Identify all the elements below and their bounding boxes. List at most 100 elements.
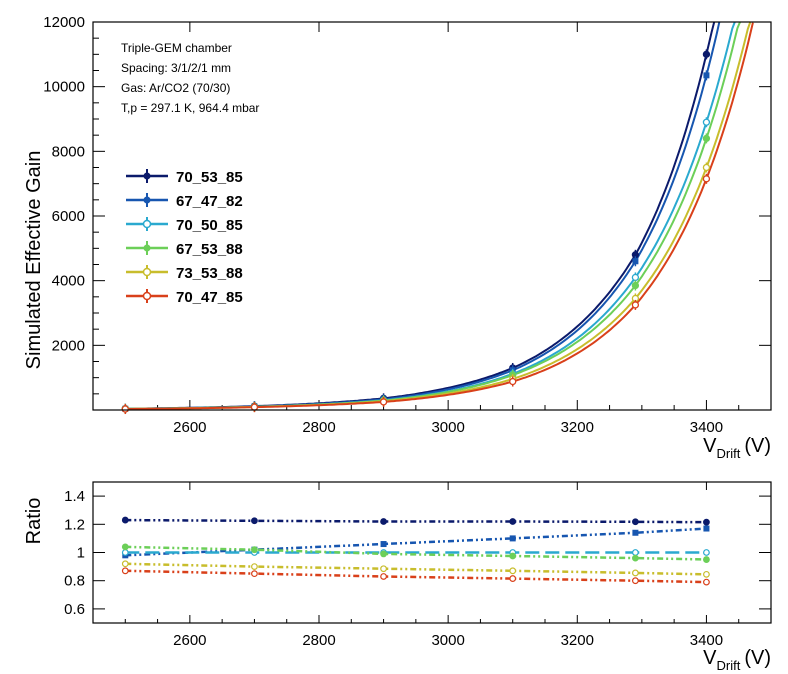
gain-ticks: 2600 2800 3000 3200 3400 2000 4000 6000 8000 1000… [43,14,772,436]
ratio-point-73_53_88 [251,563,258,570]
legend-label-73_53_88: 73_53_88 [176,265,243,282]
gain-point-70_50_85 [631,273,640,282]
gain-point-70_47_85 [509,377,517,386]
ratio-line-67_53_88 [125,545,707,561]
ratio-point-70_47_85 [121,567,129,575]
ratio-y-tick-label: 0.8 [64,573,85,590]
chamber-info: Triple-GEM chamber Spacing: 3/1/2/1 mm G… [121,41,259,115]
gain-x-tick-label: 3000 [431,419,464,436]
ratio-point-73_53_88 [509,567,517,575]
legend-label-67_47_82: 67_47_82 [176,193,243,210]
ratio-ticks: 2600 2800 3000 3200 3400 0.6 0.8 1 1.2 1.4 [64,482,772,649]
ratio-x-tick-label: 3200 [561,632,594,649]
gain-point-67_47_82 [632,258,639,265]
legend-marker-73_53_88 [142,267,152,277]
ratio-plot-frame [92,481,772,624]
ratio-point-70_53_85 [509,518,517,525]
ratio-point-67_53_88 [121,543,129,551]
ratio-point-70_50_85 [121,549,129,556]
ratio-point-70_53_85 [121,516,129,524]
gain-point-70_50_85 [702,118,711,126]
ratio-point-70_47_85 [380,573,387,580]
gain-x-tick-label: 2800 [302,419,335,436]
info-line-spacing: Spacing: 3/1/2/1 mm [121,61,231,75]
ratio-point-67_47_82 [380,541,387,548]
ratio-x-tick-label: 2800 [302,632,335,649]
legend-label-70_50_85: 70_50_85 [176,217,243,234]
legend-marker-70_50_85 [142,219,152,229]
ratio-y-tick-label: 0.6 [64,601,85,618]
gain-x-axis-label: VDrift (V) [703,435,771,461]
legend-label-70_47_85: 70_47_85 [176,289,243,306]
ratio-point-67_47_82 [632,529,639,536]
ratio-point-70_50_85 [632,549,639,556]
gain-x-tick-label: 2600 [173,419,206,436]
ratio-line-67_47_82 [125,527,707,557]
gain-y-tick-label: 2000 [52,337,85,354]
legend-marker-70_53_85 [143,172,151,180]
ratio-lines [121,516,710,586]
legend-marker-70_47_85 [142,291,152,301]
ratio-y-tick-label: 1.4 [64,488,85,505]
gain-x-tick-label: 3200 [561,419,594,436]
ratio-y-tick-label: 1 [77,545,85,562]
gain-y-tick-label: 6000 [52,208,85,225]
gain-data-points [121,49,711,415]
ratio-point-73_53_88 [703,570,710,578]
gain-point-70_47_85 [379,398,388,406]
gain-y-tick-label: 8000 [52,143,85,160]
gain-point-73_53_88 [702,163,711,172]
ratio-point-70_53_85 [251,517,258,525]
gain-panel: 2600 2800 3000 3200 3400 2000 4000 6000 8000 1000… [23,14,772,461]
gain-fit-curves [125,21,754,410]
info-line-gas: Gas: Ar/CO2 (70/30) [121,81,230,95]
ratio-y-tick-label: 1.2 [64,516,85,533]
ratio-point-73_53_88 [121,560,129,568]
ratio-point-67_47_82 [703,525,710,532]
gain-point-70_47_85 [702,175,711,183]
ratio-point-70_53_85 [632,518,639,526]
gain-point-70_47_85 [121,405,129,413]
legend: 70_53_85 67_47_82 70_50_85 67_53_88 73_53_88… [126,169,243,306]
ratio-point-67_47_82 [509,535,516,542]
legend-label-67_53_88: 67_53_88 [176,241,243,258]
ratio-point-73_53_88 [380,565,387,573]
ratio-point-70_53_85 [380,518,387,525]
legend-label-70_53_85: 70_53_85 [176,169,243,186]
gain-point-70_53_85 [702,50,711,58]
ratio-point-67_53_88 [251,546,258,554]
info-line-conditions: T,p = 297.1 K, 964.4 mbar [121,101,259,115]
gain-y-tick-label: 12000 [43,14,85,31]
ratio-point-70_47_85 [509,575,517,582]
ratio-x-axis-label: VDrift (V) [703,647,771,673]
gain-x-tick-label: 3400 [690,419,723,436]
ratio-point-70_50_85 [703,549,710,556]
ratio-point-67_53_88 [703,556,710,563]
gain-point-67_53_88 [631,281,640,290]
ratio-point-70_47_85 [251,570,258,578]
gain-plot-frame [92,21,772,411]
legend-marker-67_53_88 [143,244,151,252]
ratio-x-tick-label: 3000 [431,632,464,649]
gain-y-axis-label: Simulated Effective Gain [23,151,45,370]
ratio-line-70_53_85 [125,518,707,524]
gain-fit-curve-70_53_85 [125,21,716,410]
ratio-y-axis-label: Ratio [23,498,45,545]
gain-point-70_47_85 [631,301,640,309]
gain-point-70_47_85 [250,403,259,411]
legend-marker-67_47_82 [143,196,151,204]
ratio-point-67_53_88 [632,554,639,562]
ratio-point-73_53_88 [632,569,639,577]
info-line-chamber: Triple-GEM chamber [121,41,232,55]
gain-point-67_47_82 [703,72,710,79]
ratio-x-tick-label: 2600 [173,632,206,649]
ratio-point-70_47_85 [703,578,710,586]
ratio-point-67_53_88 [380,550,387,558]
ratio-line-73_53_88 [125,562,707,576]
ratio-point-70_53_85 [703,518,710,526]
gain-fit-curve-70_47_85 [125,22,754,410]
ratio-point-70_47_85 [632,577,639,585]
ratio-line-70_47_85 [125,569,707,584]
